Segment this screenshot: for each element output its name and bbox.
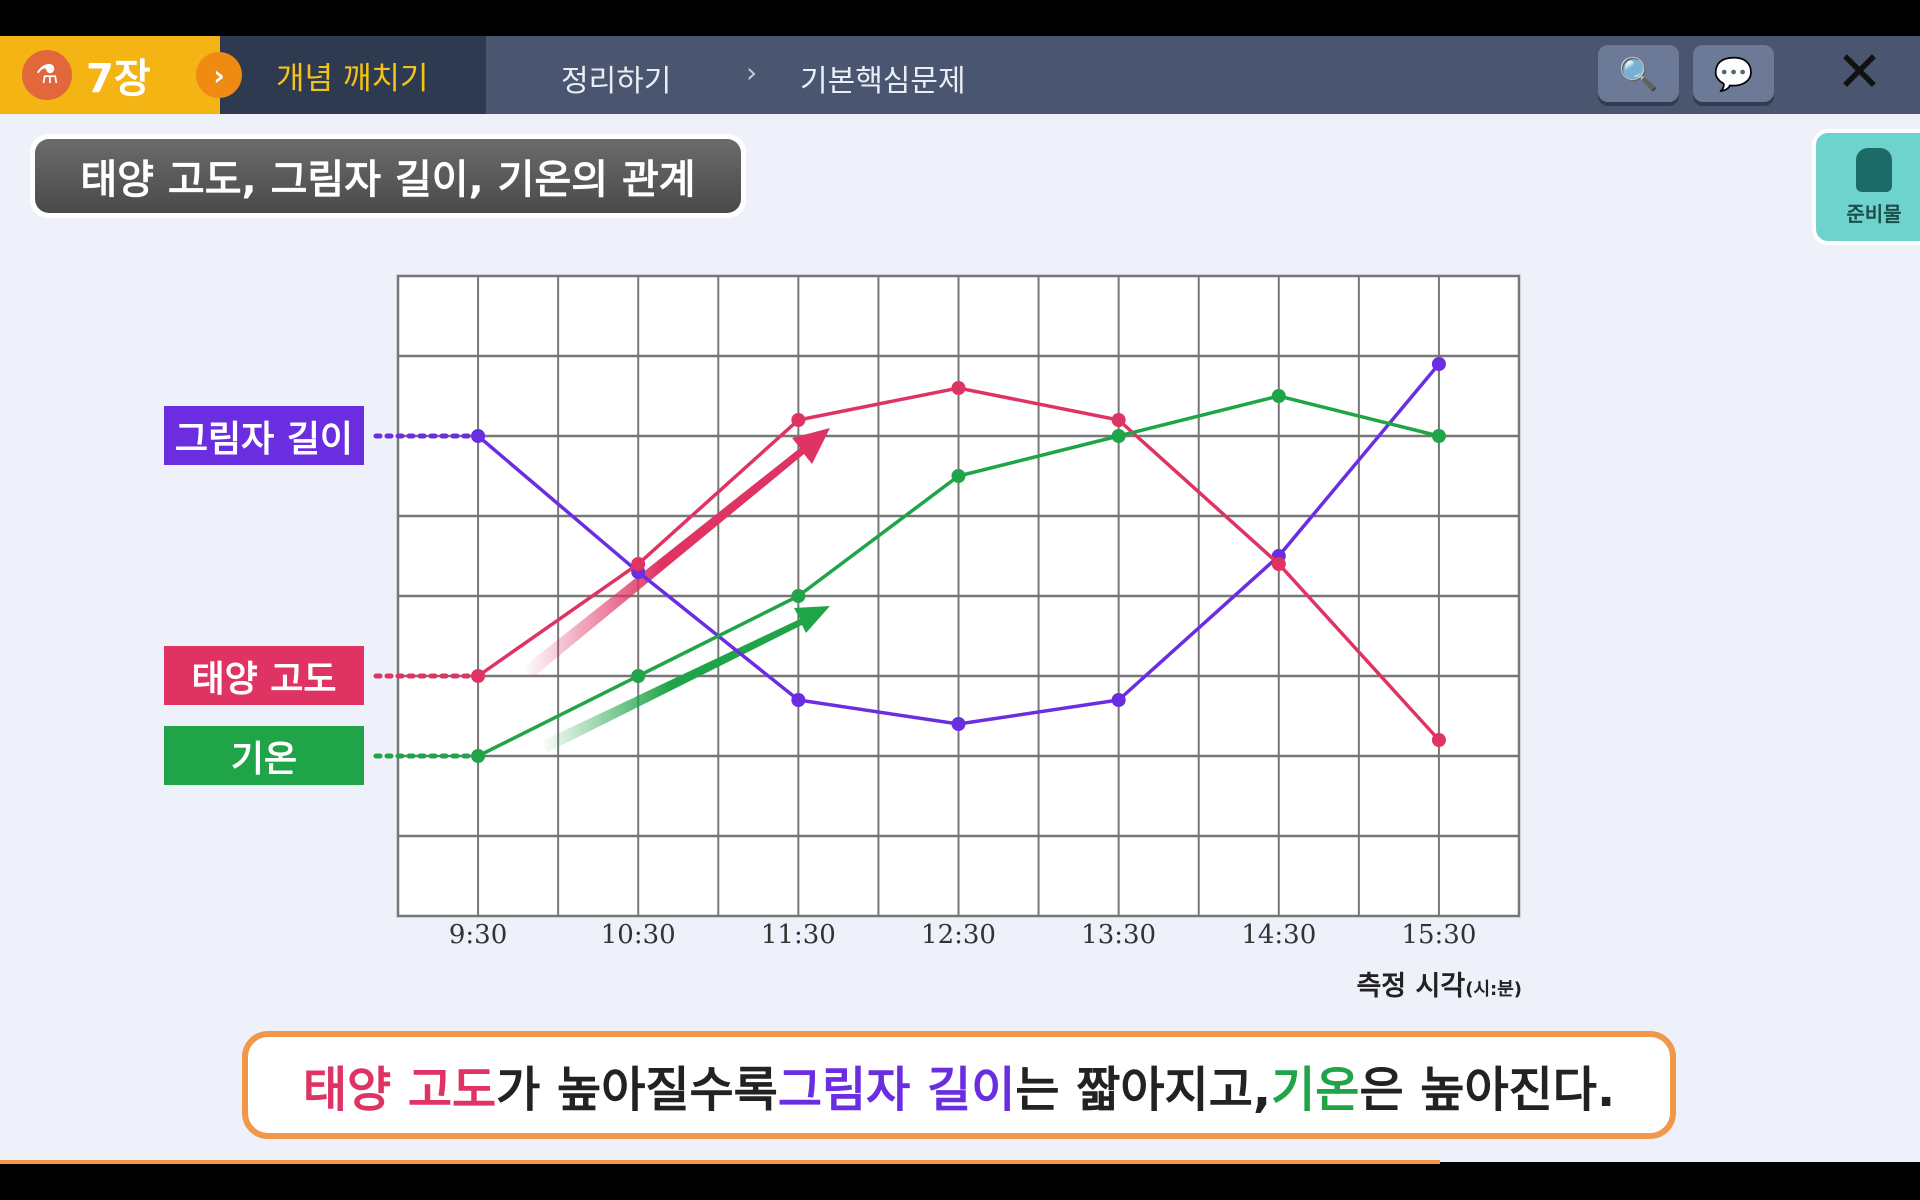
data-point <box>1431 357 1446 371</box>
search-button[interactable]: 🔍 <box>1598 45 1679 102</box>
x-tick-label: 15:30 <box>1401 920 1477 950</box>
x-tick-label: 9:30 <box>448 920 508 950</box>
chapter-badge[interactable]: ⚗ 7장 <box>0 36 220 114</box>
bottom-bar <box>0 1162 1920 1200</box>
data-point <box>951 381 966 395</box>
close-icon: ✕ <box>1836 40 1883 105</box>
supplies-button[interactable]: 준비물 <box>1812 129 1920 245</box>
data-point <box>1111 693 1126 707</box>
progress-bar <box>0 1160 1440 1164</box>
data-point <box>951 469 966 483</box>
conclusion-statement: 태양 고도 가 높아질수록 그림자 길이 는 짧아지고, 기온 은 높아진다. <box>242 1031 1676 1139</box>
tab-concept[interactable]: 개념 깨치기 <box>220 36 486 114</box>
speech-bubble-icon: 💬 <box>1713 54 1754 93</box>
data-point <box>791 413 806 427</box>
sun-trend-arrow <box>522 428 830 678</box>
page-title: 태양 고도, 그림자 길이, 기온의 관계 <box>30 134 746 218</box>
statement-text: 은 높아진다. <box>1359 1062 1616 1118</box>
x-tick-label: 14:30 <box>1241 920 1317 950</box>
chapter-label: 7장 <box>86 56 151 102</box>
data-point <box>1111 429 1126 443</box>
data-point <box>471 669 486 683</box>
header: ⚗ 7장 › 개념 깨치기 정리하기 › 기본핵심문제 🔍 💬 ✕ <box>0 36 1920 114</box>
statement-shadow-length: 그림자 길이 <box>777 1062 1016 1118</box>
temp-trend-arrow <box>540 606 830 752</box>
x-axis-label: 측정 시각(시:분) <box>1356 971 1522 1002</box>
data-point <box>791 693 806 707</box>
chat-button[interactable]: 💬 <box>1693 45 1774 102</box>
data-point <box>791 589 806 603</box>
data-point <box>631 669 646 683</box>
x-tick-label: 10:30 <box>600 920 676 950</box>
statement-temperature: 기온 <box>1271 1062 1360 1118</box>
x-tick-label: 13:30 <box>1081 920 1157 950</box>
data-point <box>471 749 486 763</box>
chevron-right-icon: › <box>746 56 758 89</box>
x-tick-label: 12:30 <box>921 920 996 950</box>
data-point <box>1431 429 1446 443</box>
data-point <box>951 717 966 731</box>
data-point <box>1431 733 1446 747</box>
trend-arrows <box>522 428 830 752</box>
data-point <box>471 429 486 443</box>
book-search-icon: 🔍 <box>1618 54 1659 93</box>
page-title-text: 태양 고도, 그림자 길이, 기온의 관계 <box>35 139 741 213</box>
tab-summary[interactable]: 정리하기 <box>561 64 672 99</box>
close-button[interactable]: ✕ <box>1836 40 1883 105</box>
statement-text: 는 짧아지고, <box>1015 1062 1272 1118</box>
data-point <box>1271 557 1286 571</box>
chevron-right-icon[interactable]: › <box>196 52 242 98</box>
statement-text: 가 높아질수록 <box>496 1062 778 1118</box>
legend-temperature: 기온 <box>164 726 364 785</box>
data-point <box>1111 413 1126 427</box>
top-bar <box>0 0 1920 36</box>
tab-core-problems[interactable]: 기본핵심문제 <box>800 64 966 99</box>
statement-solar-altitude: 태양 고도 <box>302 1062 497 1118</box>
data-point <box>1271 389 1286 403</box>
backpack-icon <box>1856 147 1892 192</box>
legend-shadow-length: 그림자 길이 <box>164 406 364 465</box>
supplies-label: 준비물 <box>1846 201 1902 226</box>
data-point <box>631 557 646 571</box>
legend-solar-altitude: 태양 고도 <box>164 646 364 705</box>
flask-icon: ⚗ <box>22 50 72 100</box>
x-tick-label: 11:30 <box>760 920 836 950</box>
